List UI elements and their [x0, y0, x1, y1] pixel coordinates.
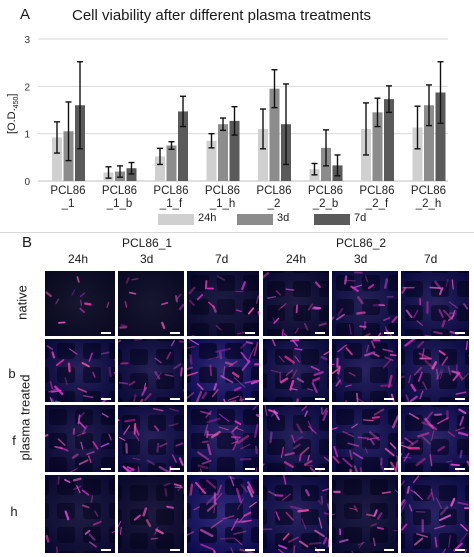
- x-tick-label: PCL86: [256, 185, 291, 197]
- x-tick-label: _1_h: [209, 198, 236, 210]
- x-tick-label: PCL86: [50, 185, 85, 197]
- x-tick-label: PCL86: [359, 185, 394, 197]
- bar: [155, 156, 165, 181]
- row-label-f: f: [12, 433, 16, 448]
- micrograph-tile: [186, 270, 260, 337]
- legend-label-24h: 24h: [198, 212, 217, 224]
- micrograph-tile: [44, 404, 116, 473]
- y-tick-label: 3: [24, 35, 30, 46]
- bar: [424, 105, 434, 181]
- micrograph-tile: [331, 338, 399, 403]
- legend-label-7d: 7d: [354, 212, 367, 224]
- micrograph-tile: [262, 338, 330, 403]
- panel-divider: [0, 232, 474, 233]
- micrograph-tile: [117, 404, 185, 473]
- bar: [206, 140, 217, 181]
- panel-b-letter: B: [22, 234, 33, 251]
- micrograph-tile: [400, 338, 470, 403]
- x-tick-label: PCL86: [205, 185, 240, 197]
- col-label-3d-2: 3d: [354, 252, 368, 266]
- x-tick-label: _1_b: [106, 198, 133, 210]
- legend-swatch-7d: [314, 214, 350, 225]
- row-label-b: b: [8, 366, 16, 381]
- x-tick-label: _1_f: [159, 198, 183, 210]
- col-label-7d-2: 7d: [424, 252, 438, 266]
- col-label-7d-1: 7d: [215, 252, 229, 266]
- micrograph-tile: [400, 404, 470, 473]
- y-tick-label: 0: [24, 177, 30, 188]
- row-label-h: h: [10, 504, 18, 519]
- bar-chart: 0123PCL86_1PCL86_1_bPCL86_1_fPCL86_1_hPC…: [24, 35, 448, 210]
- bar: [384, 99, 394, 181]
- micrograph-tile: [331, 404, 399, 473]
- micrograph-tile: [44, 270, 116, 337]
- micrograph-tile: [262, 270, 330, 337]
- x-tick-label: _2: [267, 198, 281, 210]
- x-tick-label: _2_h: [415, 198, 442, 210]
- micrograph-tile: [44, 474, 116, 554]
- bar: [218, 124, 228, 181]
- micrograph-tile: [400, 270, 470, 337]
- y-tick-label: 1: [24, 130, 30, 141]
- x-tick-label: _1: [61, 198, 75, 210]
- micrograph-tile: [331, 270, 399, 337]
- bar: [412, 127, 423, 181]
- micrograph-tile: [331, 474, 399, 554]
- y-tick-label: 2: [24, 82, 30, 93]
- x-tick-label: PCL86: [308, 185, 343, 197]
- bar: [435, 92, 446, 181]
- col-label-24h-2: 24h: [286, 252, 307, 266]
- bar: [229, 120, 240, 181]
- x-tick-label: PCL86: [102, 185, 137, 197]
- bar: [372, 112, 383, 181]
- micrograph-tile: [186, 404, 260, 473]
- col-label-24h-1: 24h: [68, 252, 89, 266]
- micrograph-tile: [186, 474, 260, 554]
- micrograph-tile: [117, 338, 185, 403]
- bar: [258, 128, 268, 181]
- bar: [178, 111, 188, 181]
- legend-swatch-24h: [158, 214, 194, 225]
- micrograph-tile: [262, 474, 330, 554]
- micrograph-tile: [117, 474, 185, 554]
- panel-a-letter: A: [20, 6, 31, 23]
- chart-title: Cell viability after different plasma tr…: [72, 7, 372, 24]
- bar: [269, 88, 280, 181]
- group-label-1: PCL86_1: [122, 236, 173, 250]
- micrograph-tile: [262, 404, 330, 473]
- row-label-native: native: [14, 285, 30, 320]
- bar: [52, 137, 62, 181]
- bar: [166, 145, 177, 181]
- x-tick-label: _2_f: [365, 198, 389, 210]
- micrograph-tile: [400, 474, 470, 554]
- micrograph-tile: [44, 338, 116, 403]
- micrograph-tile: [186, 338, 260, 403]
- group-label-2: PCL86_2: [336, 236, 387, 250]
- legend-swatch-3d: [237, 214, 273, 225]
- x-tick-label: _2_b: [312, 198, 339, 210]
- col-label-3d-1: 3d: [140, 252, 154, 266]
- legend-label-3d: 3d: [277, 212, 290, 224]
- x-tick-label: PCL86: [411, 185, 446, 197]
- x-tick-label: PCL86: [153, 185, 188, 197]
- bar: [126, 168, 137, 181]
- micrograph-tile: [117, 270, 185, 337]
- plasma-treated-label: plasma treated: [17, 374, 33, 461]
